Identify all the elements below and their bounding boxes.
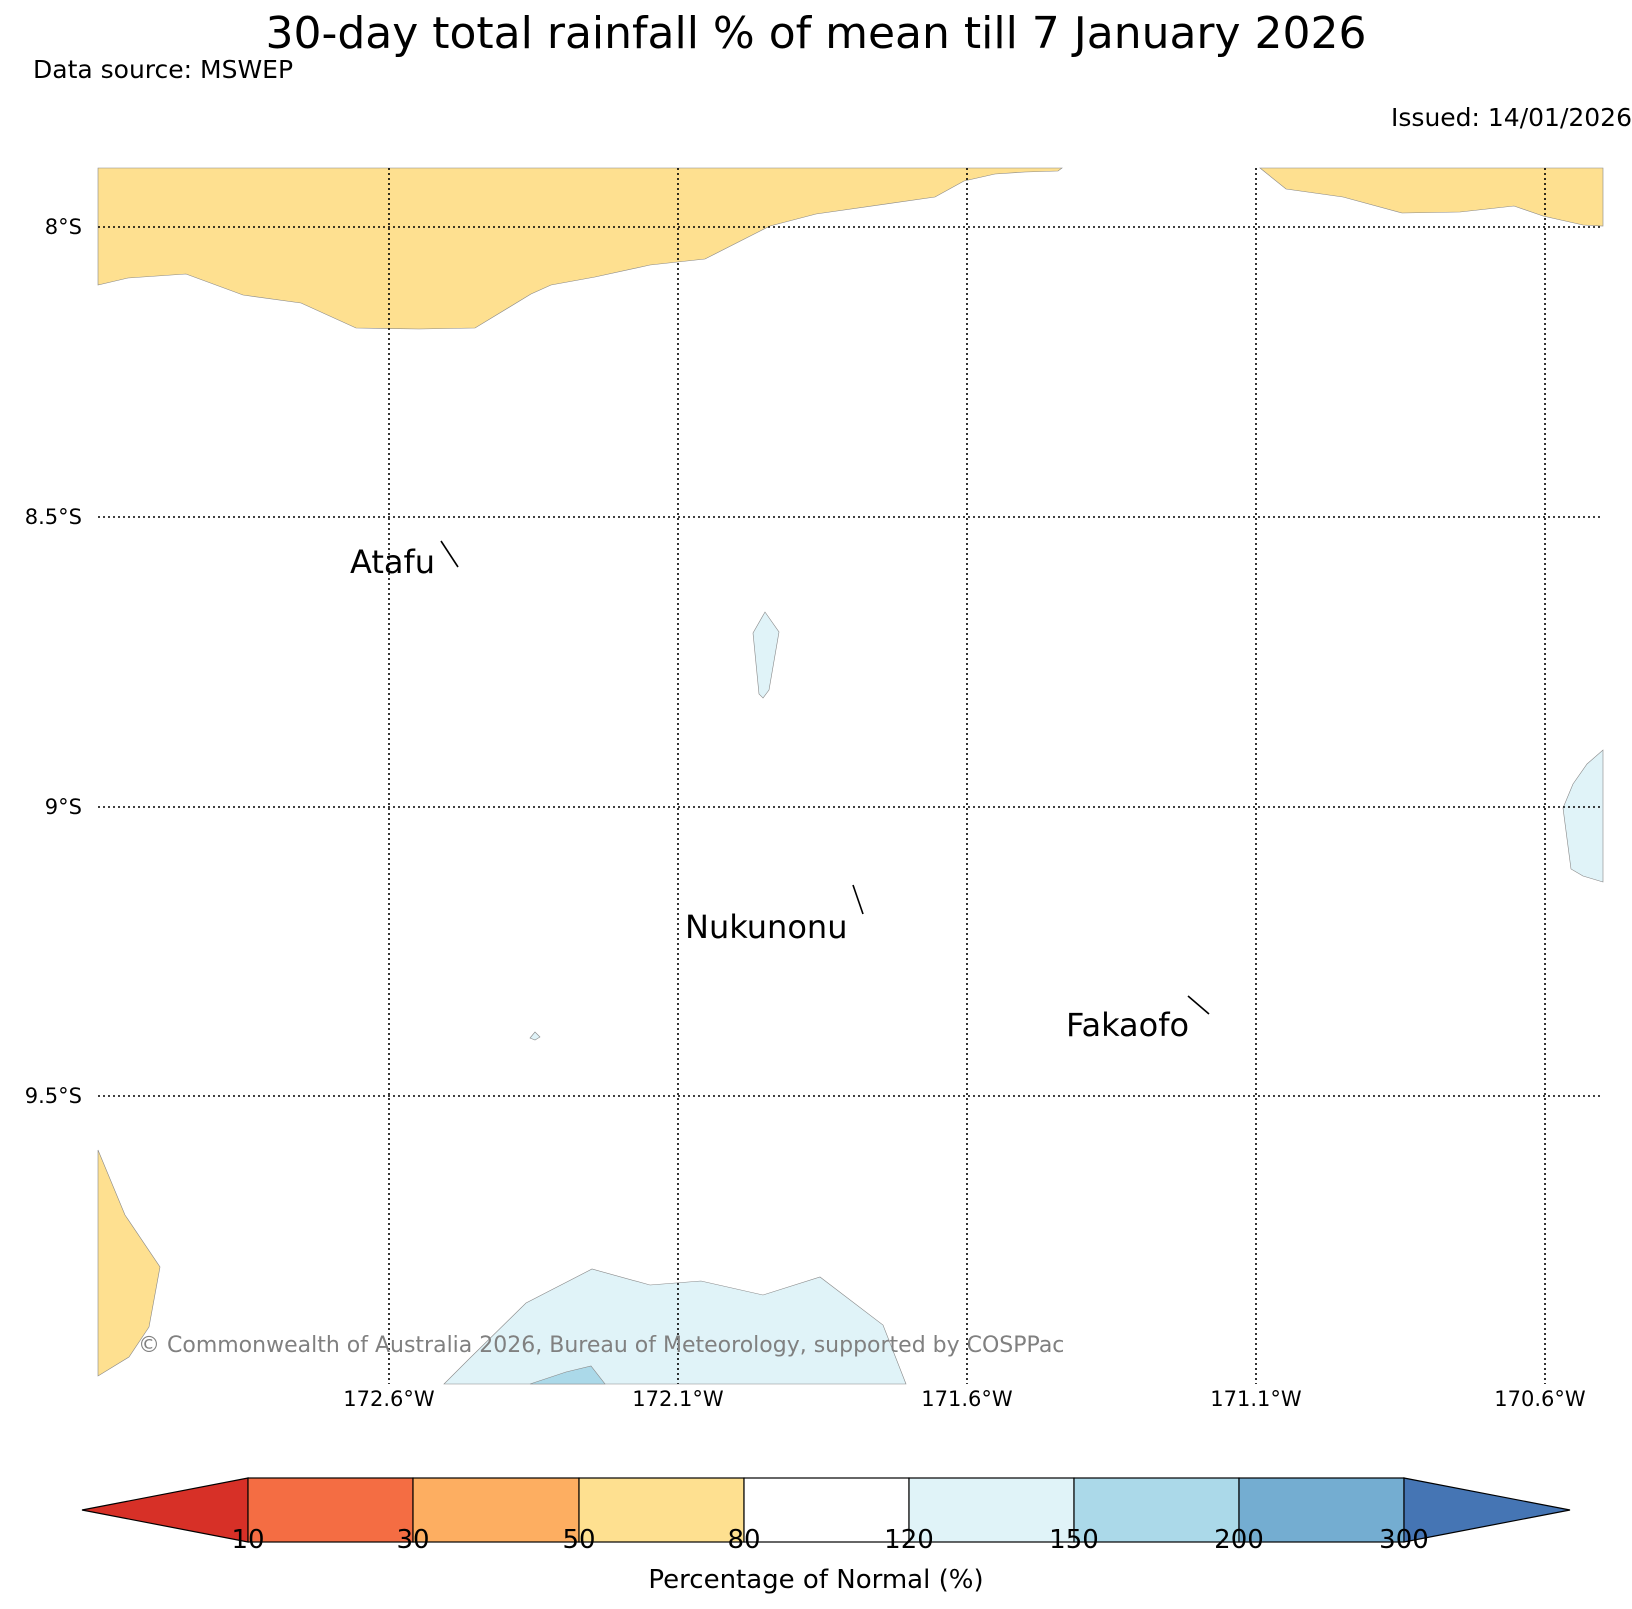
dry-region-northeast	[1259, 167, 1604, 227]
colorbar-label: Percentage of Normal (%)	[648, 1565, 984, 1595]
nukunonu-island-shape	[852, 884, 864, 915]
colorbar-segment-10-30	[247, 1477, 414, 1543]
atafu-island-shape	[440, 540, 459, 568]
wet-patch-central	[752, 611, 780, 699]
colorbar-tick-300: 300	[1379, 1525, 1429, 1555]
colorbar-segment-30-50	[412, 1477, 580, 1543]
lon-label-171-1w: 171.1°W	[1210, 1387, 1302, 1411]
dry-region-north	[97, 167, 1063, 330]
colorbar-tick-50: 50	[562, 1525, 596, 1555]
colorbar	[81, 1477, 1571, 1543]
graticule	[98, 168, 1603, 1384]
colorbar-segment-50-80	[578, 1477, 745, 1543]
dry-region-southwest	[97, 1149, 161, 1377]
lat-label-8-5s: 8.5°S	[24, 505, 82, 529]
colorbar-tick-200: 200	[1214, 1525, 1264, 1555]
islands	[440, 540, 1210, 1015]
lat-label-9s: 9°S	[44, 795, 82, 819]
place-label-nukunonu: Nukunonu	[685, 908, 848, 946]
fakaofo-island-shape	[1187, 995, 1210, 1015]
colorbar-segment-150-200	[1073, 1477, 1240, 1543]
colorbar-tick-30: 30	[396, 1525, 430, 1555]
colorbar-segment-above-300	[1403, 1477, 1571, 1543]
place-label-fakaofo: Fakaofo	[1066, 1006, 1190, 1044]
lat-label-8s: 8°S	[44, 215, 82, 239]
colorbar-tick-10: 10	[231, 1525, 265, 1555]
data-source: Data source: MSWEP	[33, 55, 294, 84]
issued-date: Issued: 14/01/2026	[1391, 103, 1632, 132]
wetter-region-south	[529, 1365, 606, 1385]
map-title: 30-day total rainfall % of mean till 7 J…	[265, 8, 1367, 59]
colorbar-tick-80: 80	[727, 1525, 761, 1555]
colorbar-tick-120: 120	[884, 1525, 934, 1555]
lat-label-9-5s: 9.5°S	[24, 1084, 82, 1108]
copyright-notice: © Commonwealth of Australia 2026, Bureau…	[138, 1333, 1065, 1358]
wet-patch-small	[529, 1031, 541, 1041]
lon-label-171-6w: 171.6°W	[921, 1387, 1013, 1411]
wet-region-south	[443, 1268, 907, 1385]
lon-label-172-1w: 172.1°W	[632, 1387, 724, 1411]
place-label-atafu: Atafu	[350, 543, 436, 581]
colorbar-tick-150: 150	[1049, 1525, 1099, 1555]
lon-label-170-6w: 170.6°W	[1494, 1387, 1586, 1411]
wet-patch-east	[1562, 749, 1604, 883]
lon-label-172-6w: 172.6°W	[343, 1387, 435, 1411]
